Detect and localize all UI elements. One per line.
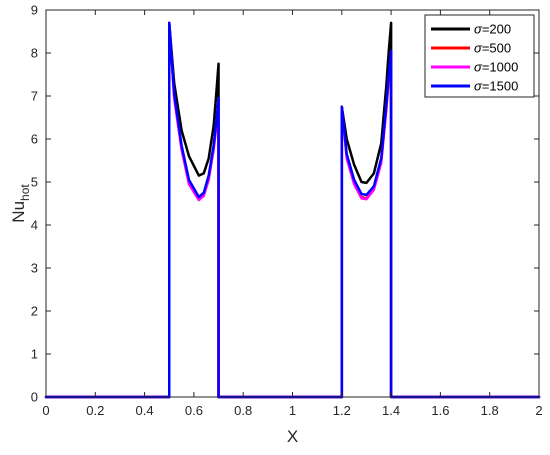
x-tick-label: 2	[535, 403, 542, 418]
y-tick-label: 9	[31, 3, 38, 18]
x-tick-label: 0	[42, 403, 49, 418]
x-tick-label: 1.6	[431, 403, 449, 418]
legend-label-sigma-1000: σ=1000	[474, 60, 518, 75]
x-tick-label: 0.4	[136, 403, 154, 418]
x-tick-label: 1.8	[481, 403, 499, 418]
x-axis-label: X	[287, 427, 298, 446]
x-tick-label: 0.8	[234, 403, 252, 418]
legend: σ=200 σ=500 σ=1000 σ=1500	[424, 14, 535, 98]
y-axis-label-main: Nu	[9, 201, 28, 223]
y-tick-label: 4	[31, 218, 38, 233]
y-tick-label: 1	[31, 347, 38, 362]
x-tick-label: 1.2	[333, 403, 351, 418]
legend-label-sigma-1500: σ=1500	[474, 79, 518, 94]
y-tick-label: 3	[31, 261, 38, 276]
x-tick-label: 0.2	[86, 403, 104, 418]
x-tick-label: 1	[289, 403, 296, 418]
y-tick-label: 6	[31, 132, 38, 147]
ticks-layer: 0 0.2 0.4 0.6 0.8 1 1.2 1.4 1.6 1.8 2 0 1 2 3 4 5 6 7 8 9	[31, 3, 543, 419]
y-tick-label: 2	[31, 304, 38, 319]
y-axis-label-subscript: hot	[18, 184, 32, 201]
legend-items: σ=200 σ=500 σ=1000 σ=1500	[431, 22, 518, 94]
x-tick-label: 0.6	[185, 403, 203, 418]
legend-label-sigma-500: σ=500	[474, 41, 511, 56]
y-tick-label: 0	[31, 390, 38, 405]
y-tick-label: 7	[31, 89, 38, 104]
y-tick-label: 5	[31, 175, 38, 190]
y-tick-label: 8	[31, 46, 38, 61]
y-axis-label: Nuhot	[9, 184, 32, 223]
x-tick-label: 1.4	[382, 403, 400, 418]
legend-label-sigma-200: σ=200	[474, 22, 511, 37]
